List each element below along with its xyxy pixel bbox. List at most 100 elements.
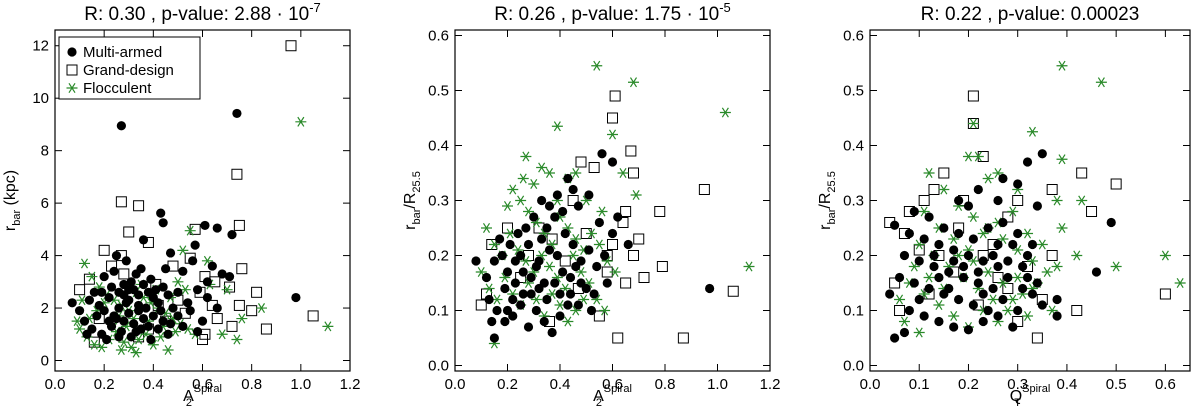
grand-design-point [609,90,621,102]
multi-armed-point [161,264,171,274]
series-multi-armed [471,149,715,343]
flocculent-point [1007,206,1019,217]
multi-armed-point [510,278,520,288]
multi-armed-point [890,220,900,230]
multi-armed-point [173,311,183,321]
multi-armed-point [138,235,149,245]
y-label-tail: (kpc) [2,170,19,210]
grand-design-point [625,145,637,157]
grand-design-point [231,168,243,180]
multi-armed-point [489,333,499,343]
multi-armed-point [200,220,210,231]
multi-armed-point [542,223,552,233]
multi-armed-point [550,212,560,222]
flocculent-point [96,342,108,353]
flocculent-point [962,151,974,162]
multi-armed-point [471,256,481,266]
x-axis-label: ASpiral 2 [593,383,632,409]
y-tick-label: 0.1 [843,303,864,320]
multi-armed-point [111,313,122,324]
series-multi-armed [67,108,301,345]
multi-armed-point [592,261,602,272]
multi-armed-point [899,327,910,338]
multi-armed-point [939,223,949,233]
flocculent-point [967,211,979,223]
multi-armed-point [224,271,235,282]
multi-armed-point [963,250,974,261]
multi-armed-point [151,285,161,295]
multi-armed-point [508,294,518,305]
multi-armed-point [497,250,507,261]
grand-design-point [189,223,201,235]
flocculent-point [1022,310,1034,322]
y-tick-label: 0.5 [843,83,864,100]
grand-design-point [727,285,739,297]
grand-design-point [1086,206,1098,217]
flocculent-point [1002,305,1014,316]
flocculent-point [544,261,555,272]
flocculent-point [520,151,532,162]
flocculent-point [1036,239,1048,250]
multi-armed-point [1003,256,1013,266]
grand-design-point [967,90,979,102]
grand-design-point [617,217,629,228]
multi-armed-point [1018,283,1028,294]
flocculent-point [567,250,579,261]
chart-title: R: 0.30 , p-value: 2.88 · 10-7 [84,0,321,25]
y-tick-label: 8 [41,143,49,160]
multi-armed-point [82,329,92,339]
multi-armed-point [502,267,513,277]
grand-design-point [1031,332,1043,344]
multi-armed-point [523,322,534,332]
title-exponent: -7 [309,0,321,15]
multi-armed-point [529,212,539,222]
multi-armed-point [492,305,502,316]
flocculent-point [570,167,582,179]
x-tick-label: 0.6 [192,376,213,393]
multi-armed-point [99,306,109,316]
multi-armed-point [539,278,549,288]
multi-armed-point [565,272,576,283]
flocculent-point [74,324,86,335]
flocculent-point [923,272,935,283]
multi-armed-point [919,234,929,244]
multi-armed-point [212,223,222,233]
legend-label: Multi-armed [83,44,162,61]
x-tick-label: 0.6 [1155,376,1176,393]
flocculent-point [551,121,563,132]
multi-armed-point [146,334,156,345]
x-tick-label: 0.4 [143,376,164,393]
multi-armed-point [914,294,924,305]
flocculent-point [586,228,597,239]
multi-armed-point [102,334,112,345]
multi-armed-point [934,316,944,327]
multi-armed-point [183,298,193,308]
x-tick-label: 0.4 [550,376,571,393]
multi-armed-point [555,289,565,299]
panel-3: 0.0 0.1 0.2 0.3 0.4 0.5 0.6 0.0 0.1 0.2 0.3 0.4 0.5 0… [817,4,1191,409]
multi-armed-point [510,256,520,266]
flocculent-point [894,294,906,305]
series-flocculent [894,60,1186,338]
grand-design-point [607,112,618,124]
multi-armed-point [949,322,959,332]
multi-armed-point [1022,157,1033,167]
multi-armed-point [505,239,515,250]
multi-armed-point [929,261,939,272]
y-axis-label: rbar/R25.5 [817,171,838,230]
multi-armed-point [495,234,505,244]
flocculent-point [295,116,307,127]
flocculent-point [221,284,233,295]
multi-armed-point [560,228,570,239]
grand-design-point [913,244,925,256]
grand-design-point [628,250,639,261]
multi-armed-point [92,311,102,321]
grand-design-point [224,281,236,293]
y-tick-label: 0.5 [428,83,449,100]
multi-armed-point [202,277,213,287]
flocculent-point [596,206,608,217]
flocculent-point [236,313,248,324]
multi-armed-point [607,228,618,239]
